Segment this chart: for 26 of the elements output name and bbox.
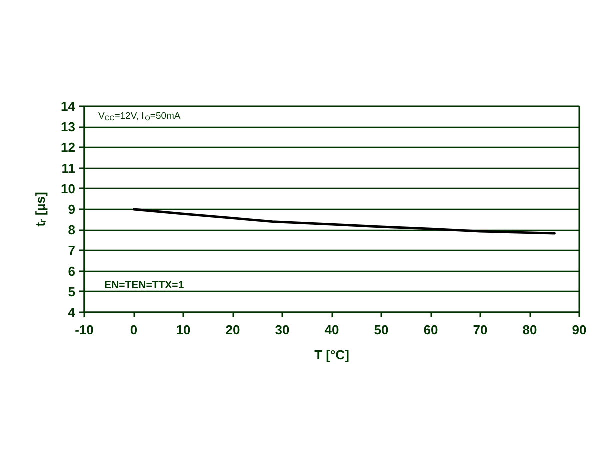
y-tick-label: 9 bbox=[68, 202, 76, 217]
y-axis-title: tᵣ [µs] bbox=[33, 192, 48, 227]
x-tick-label: 80 bbox=[522, 322, 538, 338]
y-tick-label: 10 bbox=[61, 181, 76, 196]
x-tick-label: 60 bbox=[424, 322, 438, 338]
x-tick-label: 70 bbox=[473, 322, 488, 338]
y-tick-label: 11 bbox=[62, 160, 76, 176]
annotation: EN=TEN=TTX=1 bbox=[104, 280, 184, 292]
x-tick-label: 50 bbox=[374, 322, 389, 338]
y-tick-label: 6 bbox=[68, 264, 76, 279]
y-tick-label: 14 bbox=[61, 99, 76, 114]
x-tick-label: 0 bbox=[130, 322, 138, 338]
y-tick-label: 7 bbox=[68, 243, 76, 258]
line-series bbox=[132, 208, 556, 235]
y-tick-label: 4 bbox=[68, 305, 76, 320]
y-tick-label: 8 bbox=[68, 222, 76, 238]
x-tick-label: 10 bbox=[176, 322, 191, 338]
y-tick-label: 5 bbox=[68, 284, 76, 300]
x-tick-label: 20 bbox=[226, 322, 240, 338]
x-tick-label: -10 bbox=[75, 322, 94, 338]
x-tick-label: 40 bbox=[324, 322, 340, 338]
x-tick-label: 90 bbox=[572, 322, 587, 338]
y-tick-label: 12 bbox=[61, 140, 76, 156]
x-tick-label: 30 bbox=[275, 322, 290, 338]
y-tick-label: 13 bbox=[61, 120, 76, 135]
x-axis-title: T [°C] bbox=[314, 348, 350, 362]
